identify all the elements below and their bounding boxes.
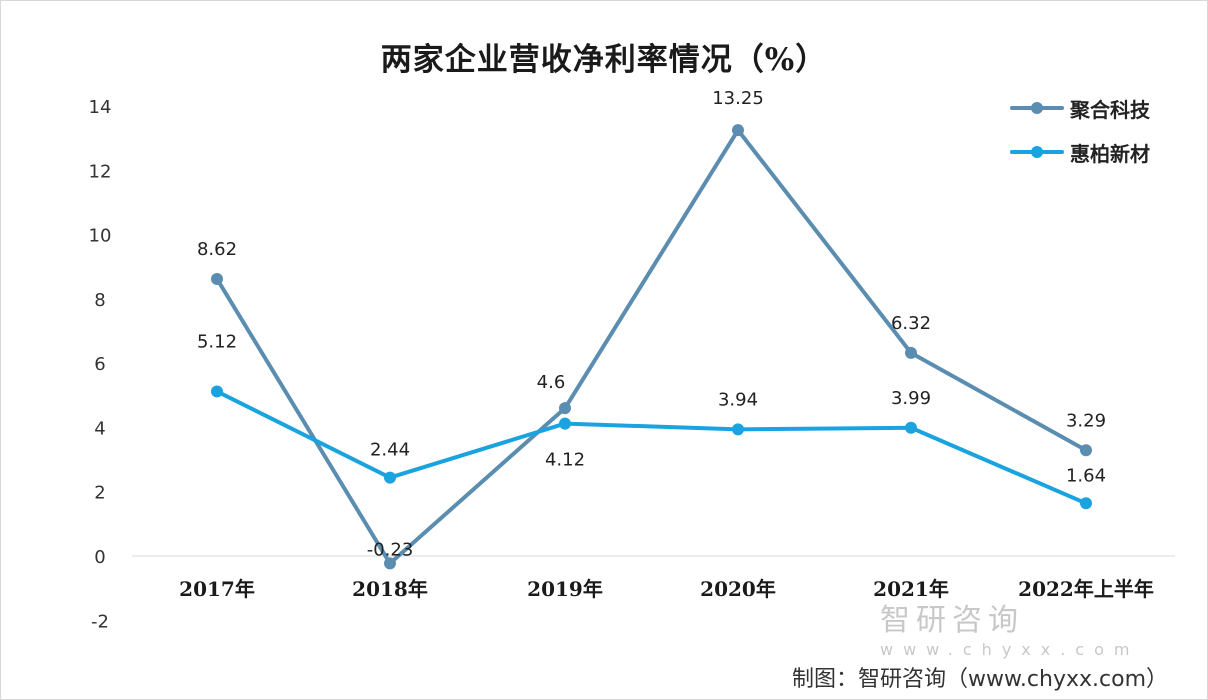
data-point bbox=[1080, 497, 1092, 510]
y-tick-label: 4 bbox=[94, 418, 105, 439]
legend-label: 聚合科技 bbox=[1070, 97, 1150, 122]
data-point bbox=[905, 346, 917, 359]
x-tick-label: 2020年 bbox=[700, 577, 776, 601]
data-label: 2.44 bbox=[370, 440, 410, 461]
y-tick-label: 2 bbox=[94, 483, 105, 504]
data-label: 8.62 bbox=[197, 239, 237, 260]
series-line-0 bbox=[215, 128, 1087, 566]
data-point bbox=[732, 124, 744, 137]
legend-item-1[interactable]: 惠柏新材 bbox=[1010, 130, 1150, 174]
x-tick-label: 2021年 bbox=[873, 577, 949, 601]
data-point bbox=[559, 402, 571, 415]
y-tick-label: 10 bbox=[89, 226, 112, 247]
chart-title: 两家企业营收净利率情况（%） bbox=[380, 42, 828, 78]
data-label: -0.23 bbox=[367, 539, 414, 560]
x-tick-label: 2017年 bbox=[179, 577, 255, 601]
data-label: 5.12 bbox=[197, 331, 237, 352]
data-point bbox=[384, 557, 396, 570]
watermark-logo: 智研咨询 bbox=[880, 603, 1024, 638]
data-point bbox=[384, 471, 396, 484]
data-label: 4.12 bbox=[545, 450, 585, 471]
y-tick-label: 14 bbox=[89, 97, 112, 118]
data-point bbox=[211, 385, 223, 398]
legend: 聚合科技 惠柏新材 bbox=[1010, 86, 1150, 174]
data-point bbox=[559, 417, 571, 430]
watermark-url: www.chyxx.com bbox=[880, 640, 1140, 659]
data-label: 3.94 bbox=[718, 389, 758, 410]
y-tick-label: 8 bbox=[94, 290, 105, 311]
y-tick-label: 0 bbox=[94, 547, 105, 568]
data-label: 3.99 bbox=[891, 388, 931, 409]
series-line-1 bbox=[216, 389, 1087, 506]
data-label: 1.64 bbox=[1066, 465, 1106, 486]
y-tick-label: 6 bbox=[94, 354, 105, 375]
y-tick-label: 12 bbox=[89, 161, 112, 182]
data-label: 13.25 bbox=[712, 88, 764, 109]
data-label: 4.6 bbox=[537, 372, 566, 393]
source-credit: 制图：智研咨询（www.chyxx.com） bbox=[791, 667, 1168, 692]
legend-item-0[interactable]: 聚合科技 bbox=[1010, 86, 1150, 130]
data-point bbox=[211, 272, 223, 285]
data-label: 3.29 bbox=[1066, 410, 1106, 431]
data-point bbox=[732, 423, 744, 436]
y-tick-label: -2 bbox=[91, 611, 109, 632]
data-label: 6.32 bbox=[891, 313, 931, 334]
x-tick-label: 2022年上半年 bbox=[1018, 577, 1154, 601]
data-point bbox=[1080, 444, 1092, 457]
x-tick-label: 2019年 bbox=[527, 577, 603, 601]
legend-label: 惠柏新材 bbox=[1070, 141, 1150, 166]
legend-line-marker-icon bbox=[1010, 102, 1064, 114]
data-point bbox=[905, 421, 917, 434]
legend-line-marker-icon bbox=[1010, 146, 1064, 158]
x-tick-label: 2018年 bbox=[352, 577, 428, 601]
